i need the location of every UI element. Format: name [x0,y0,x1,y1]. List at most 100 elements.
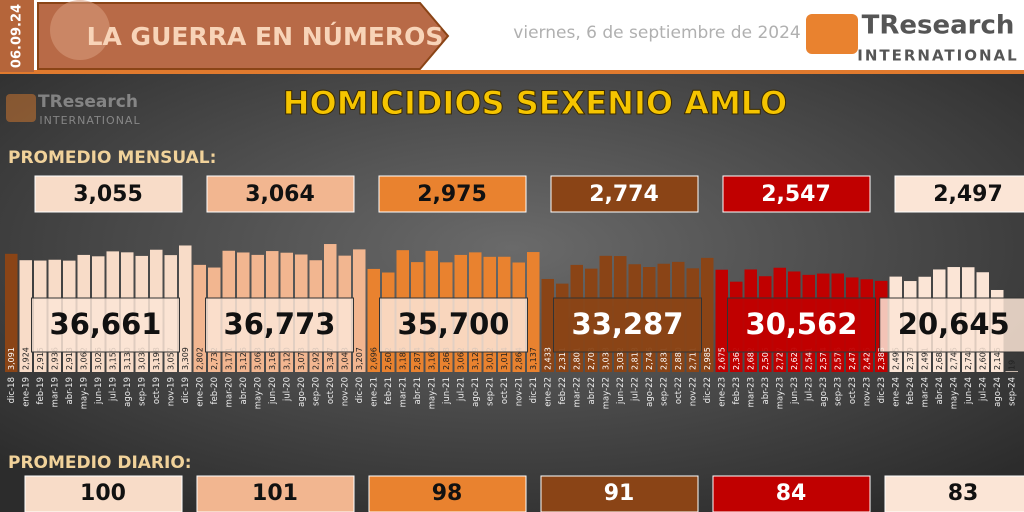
monthly-box [34,175,183,213]
month-label: jul-19 [108,377,118,402]
month-label: ene-20 [195,377,205,407]
value-label: 19 [1007,360,1016,370]
value-label: 3,091 [7,347,16,370]
month-label: oct-20 [326,377,336,404]
value-label: 3,309 [181,347,190,370]
total-box [205,297,354,353]
value-label: 2,801 [572,347,581,370]
month-label: oct-19 [152,377,162,404]
month-label: sep-23 [833,377,843,406]
monthly-average: 3,064 [245,182,315,207]
monthly-average: 2,547 [761,182,831,207]
value-label: 3,207 [355,347,364,370]
monthly-box [378,175,527,213]
value-label: 3,012 [485,347,494,370]
value-label: 3,347 [326,347,335,370]
month-label: mar-19 [50,377,60,407]
value-label: 3,036 [137,347,146,370]
value-label: 2,696 [369,347,378,370]
value-label: 3,137 [529,347,538,370]
total-box [31,297,180,353]
watermark-icon [6,94,36,122]
daily-label: PROMEDIO DIARIO: [8,453,192,473]
bar [715,269,728,372]
value-label: 2,924 [21,347,30,370]
monthly-box [894,175,1024,213]
month-label: may-23 [775,377,785,409]
month-label: sep-19 [137,377,147,406]
daily-box [884,475,1024,512]
month-label: dic-20 [355,377,365,403]
month-label: abr-20 [239,377,249,404]
month-label: nov-20 [340,377,350,406]
monthly-box [722,175,871,213]
month-label: ene-24 [891,377,901,407]
total-box [553,297,702,353]
month-label: ago-22 [645,377,655,407]
bar [179,245,192,372]
value-label: 2,864 [514,347,523,370]
month-label: jun-19 [94,377,104,405]
value-label: 2,727 [775,347,784,370]
month-label: ago-23 [819,377,829,407]
value-label: 2,505 [761,347,770,370]
value-label: 2,732 [210,347,219,370]
value-label: 2,362 [732,347,741,370]
value-label: 2,703 [587,347,596,370]
value-label: 2,609 [978,347,987,370]
month-label: mar-20 [224,377,234,407]
value-label: 2,574 [819,347,828,370]
value-label: 2,495 [891,347,900,370]
value-label: 2,711 [688,347,697,370]
bar [193,264,206,372]
month-label: jun-24 [964,377,974,405]
value-label: 2,880 [674,347,683,370]
total-label: 36,661 [50,307,162,341]
value-label: 2,145 [993,347,1002,370]
value-label: 3,186 [398,347,407,370]
month-label: feb-19 [36,377,46,405]
bar [5,253,18,372]
value-label: 2,473 [848,347,857,370]
month-label: mar-22 [572,377,582,407]
date-strip [0,0,34,72]
month-label: abr-22 [587,377,597,404]
month-label: ene-22 [543,377,553,407]
value-label: 2,383 [877,347,886,370]
daily-box [712,475,871,512]
banner-text: LA GUERRA EN NÚMEROS [87,21,444,51]
month-label: feb-22 [558,377,568,405]
month-label: jul-24 [978,377,988,402]
month-label: sep-24 [1007,377,1017,406]
value-label: 2,602 [384,347,393,370]
month-label: ago-19 [123,377,133,407]
month-label: jun-21 [442,377,452,405]
month-label: mar-21 [398,377,408,407]
month-label: dic-22 [703,377,713,403]
daily-average: 83 [948,481,979,506]
value-label: 3,155 [108,347,117,370]
month-label: dic-19 [181,377,191,403]
month-label: oct-22 [674,377,684,404]
month-label: ene-19 [21,377,31,407]
total-box [727,297,876,353]
value-label: 3,120 [282,347,291,370]
month-label: nov-23 [862,377,872,406]
daily-average: 101 [252,481,298,506]
month-label: feb-21 [384,377,394,405]
total-label: 33,287 [572,307,684,341]
month-label: sep-21 [485,377,495,406]
value-label: 3,026 [94,347,103,370]
bar [701,257,714,372]
value-label: 3,014 [500,347,509,370]
month-label: abr-21 [413,377,423,404]
value-label: 2,682 [746,347,755,370]
total-label: 36,773 [224,307,336,341]
logo: TResearch INTERNATIONAL [806,11,1017,65]
header-line [0,70,1024,74]
watermark-logo: TResearch INTERNATIONAL [6,92,140,127]
month-label: dic-21 [529,377,539,403]
bar [353,249,366,372]
